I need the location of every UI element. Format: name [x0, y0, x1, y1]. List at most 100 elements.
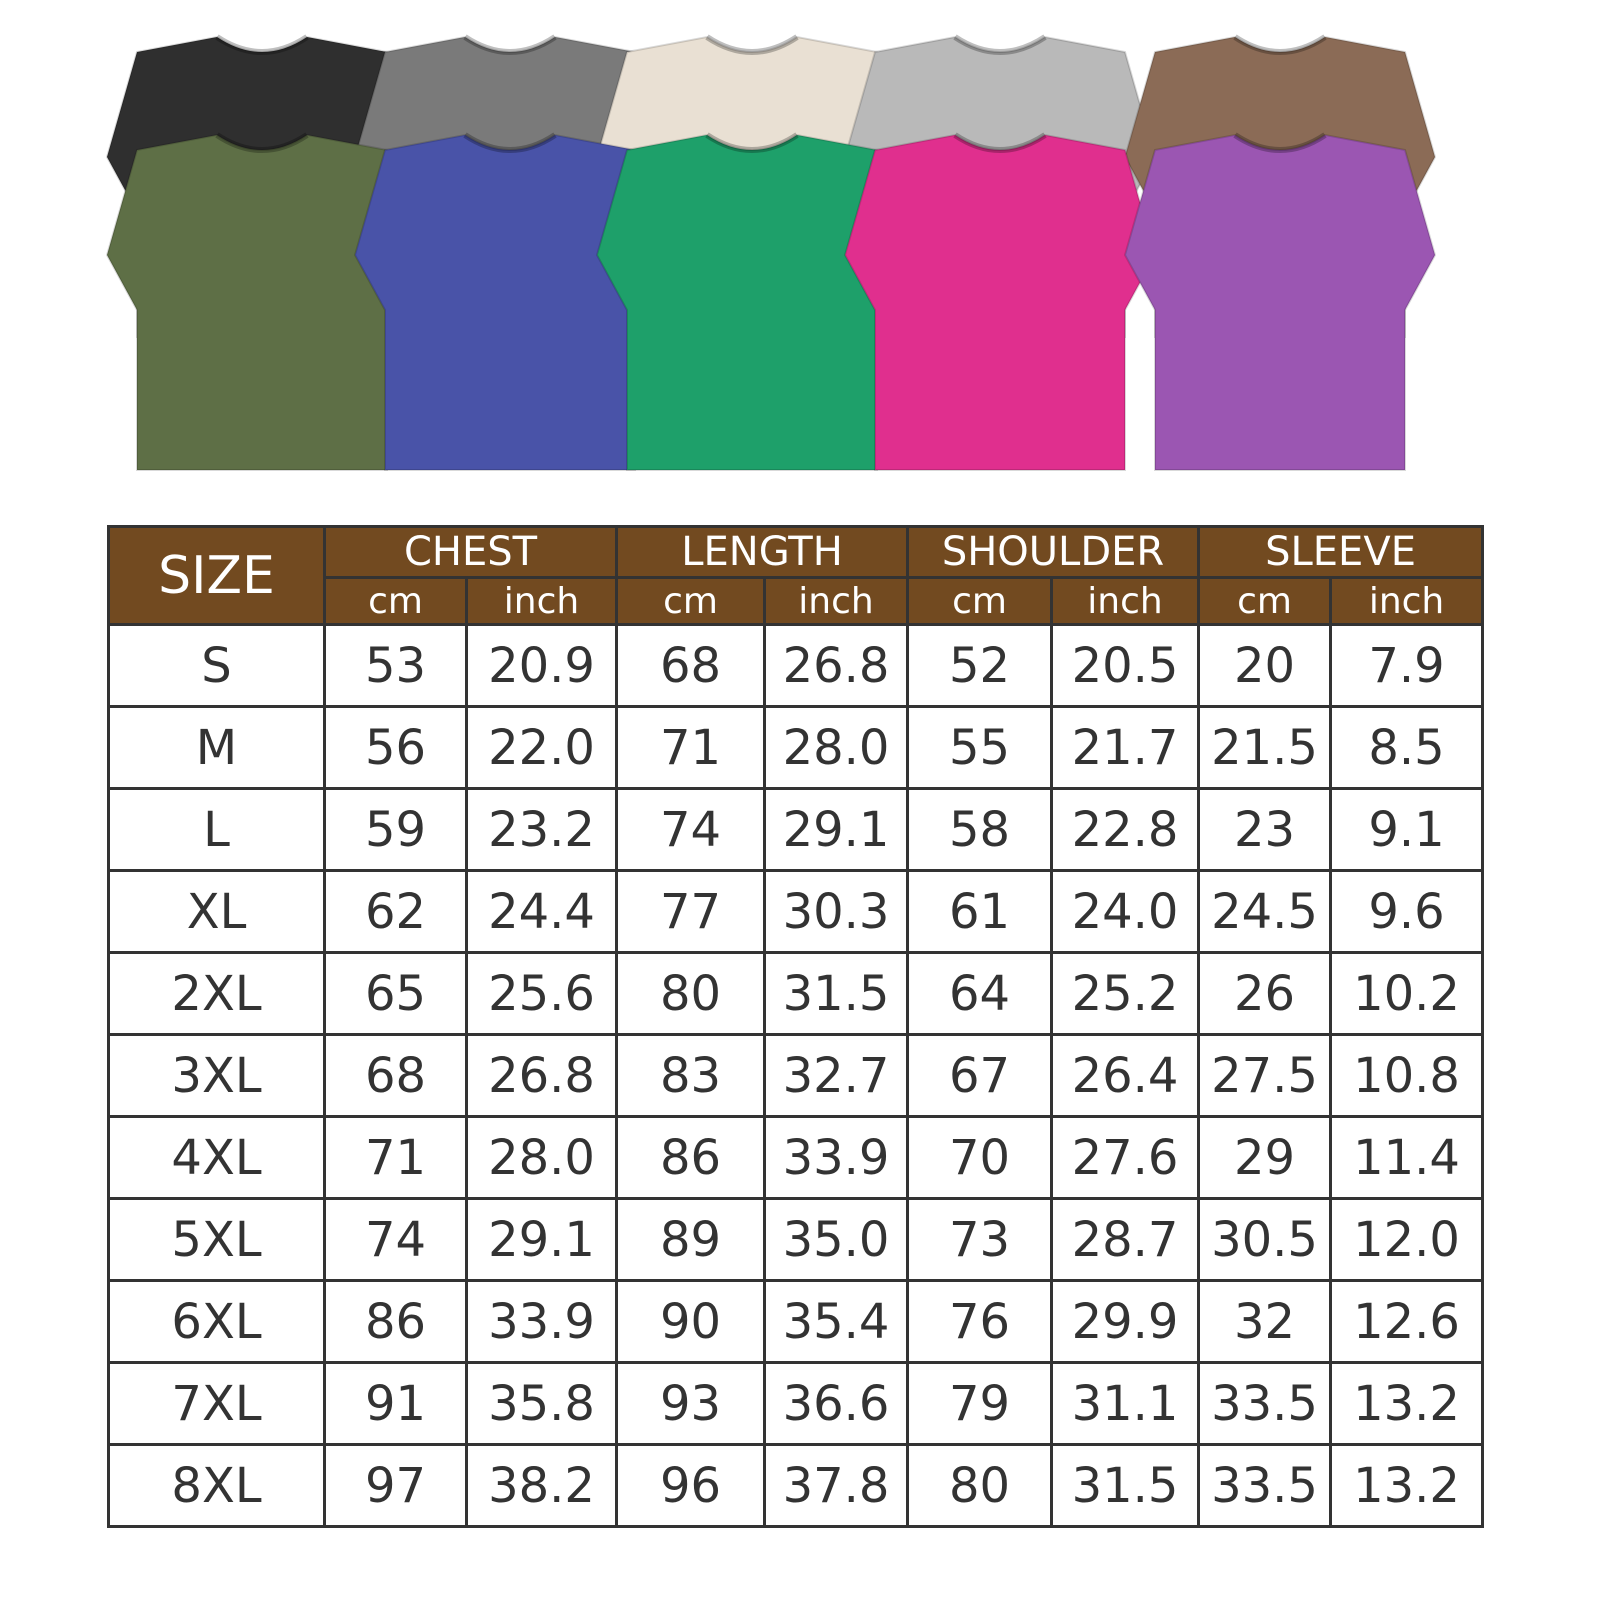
measurement-cell: 56 — [323, 705, 468, 790]
measurement-cell: 7.9 — [1329, 623, 1485, 708]
size-cell: 3XL — [107, 1033, 326, 1118]
measurement-cell: 9.6 — [1329, 869, 1485, 954]
table-row: 7XL 91 35.8 93 36.6 79 31.1 33.5 13.2 — [107, 1361, 1485, 1446]
measurement-cell: 83 — [615, 1033, 767, 1118]
measurement-cell: 65 — [323, 951, 468, 1036]
measurement-cell: 28.0 — [763, 705, 910, 790]
tshirt-collar — [1233, 34, 1327, 55]
size-cell: 7XL — [107, 1361, 326, 1446]
length-header: LENGTH — [615, 525, 910, 579]
measurement-cell: 29.1 — [464, 1197, 619, 1282]
measurement-cell: 38.2 — [464, 1443, 619, 1528]
size-chart-table: SIZE CHEST LENGTH SHOULDER SLEEVE cm inch… — [107, 525, 1485, 1528]
measurement-cell: 32 — [1197, 1279, 1333, 1364]
measurement-cell: 25.2 — [1050, 951, 1201, 1036]
measurement-cell: 26 — [1197, 951, 1333, 1036]
measurement-cell: 96 — [615, 1443, 767, 1528]
sleeve-header: SLEEVE — [1197, 525, 1485, 579]
measurement-cell: 80 — [906, 1443, 1054, 1528]
measurement-cell: 33.9 — [763, 1115, 910, 1200]
measurement-cell: 80 — [615, 951, 767, 1036]
measurement-cell: 74 — [323, 1197, 468, 1282]
size-header: SIZE — [107, 525, 326, 626]
chest-header: CHEST — [322, 525, 619, 579]
measurement-cell: 74 — [615, 787, 767, 872]
table-row: S 53 20.9 68 26.8 52 20.5 20 7.9 — [107, 623, 1485, 708]
measurement-cell: 36.6 — [763, 1361, 910, 1446]
measurement-cell: 9.1 — [1329, 787, 1485, 872]
measurement-cell: 20.9 — [464, 623, 619, 708]
measurement-cell: 23.2 — [464, 787, 619, 872]
measurement-cell: 55 — [906, 705, 1054, 790]
tshirt-green — [595, 133, 909, 471]
measurement-cell: 35.4 — [763, 1279, 910, 1364]
measurement-cell: 33.5 — [1197, 1361, 1333, 1446]
measurement-cell: 31.5 — [1050, 1443, 1201, 1528]
tshirt-collar — [953, 132, 1047, 153]
measurement-cell: 93 — [615, 1361, 767, 1446]
measurement-cell: 25.6 — [464, 951, 619, 1036]
unit-header: inch — [464, 576, 619, 626]
measurement-cell: 35.8 — [464, 1361, 619, 1446]
measurement-cell: 30.3 — [763, 869, 910, 954]
measurement-cell: 73 — [906, 1197, 1054, 1282]
measurement-cell: 29.9 — [1050, 1279, 1201, 1364]
tshirt-collar — [215, 34, 309, 55]
measurement-cell: 91 — [323, 1361, 468, 1446]
tshirt-purple — [1123, 133, 1437, 471]
size-cell: 8XL — [107, 1443, 326, 1528]
measurement-cell: 22.8 — [1050, 787, 1201, 872]
tshirt-pink — [843, 133, 1157, 471]
measurement-cell: 22.0 — [464, 705, 619, 790]
measurement-cell: 26.8 — [763, 623, 910, 708]
measurement-cell: 68 — [323, 1033, 468, 1118]
measurement-cell: 32.7 — [763, 1033, 910, 1118]
unit-header: cm — [615, 576, 767, 626]
table-row: 8XL 97 38.2 96 37.8 80 31.5 33.5 13.2 — [107, 1443, 1485, 1528]
measurement-cell: 20 — [1197, 623, 1333, 708]
measurement-cell: 26.4 — [1050, 1033, 1201, 1118]
size-cell: M — [107, 705, 326, 790]
measurement-cell: 29.1 — [763, 787, 910, 872]
measurement-cell: 89 — [615, 1197, 767, 1282]
measurement-cell: 70 — [906, 1115, 1054, 1200]
measurement-cell: 71 — [323, 1115, 468, 1200]
measurement-cell: 8.5 — [1329, 705, 1485, 790]
size-cell: 5XL — [107, 1197, 326, 1282]
table-row: M 56 22.0 71 28.0 55 21.7 21.5 8.5 — [107, 705, 1485, 790]
measurement-cell: 62 — [323, 869, 468, 954]
unit-header: inch — [1329, 576, 1485, 626]
tshirt-olive — [105, 133, 419, 471]
size-cell: S — [107, 623, 326, 708]
measurement-cell: 30.5 — [1197, 1197, 1333, 1282]
measurement-cell: 27.6 — [1050, 1115, 1201, 1200]
measurement-cell: 97 — [323, 1443, 468, 1528]
unit-header: inch — [1050, 576, 1201, 626]
size-cell: L — [107, 787, 326, 872]
measurement-cell: 86 — [323, 1279, 468, 1364]
unit-header: cm — [1197, 576, 1333, 626]
table-row: XL 62 24.4 77 30.3 61 24.0 24.5 9.6 — [107, 869, 1485, 954]
measurement-cell: 52 — [906, 623, 1054, 708]
shoulder-header: SHOULDER — [906, 525, 1201, 579]
measurement-cell: 12.0 — [1329, 1197, 1485, 1282]
tshirt-collar — [705, 34, 799, 55]
measurement-cell: 61 — [906, 869, 1054, 954]
measurement-cell: 33.9 — [464, 1279, 619, 1364]
measurement-cell: 23 — [1197, 787, 1333, 872]
size-cell: 2XL — [107, 951, 326, 1036]
tshirt-collar — [705, 132, 799, 153]
measurement-cell: 90 — [615, 1279, 767, 1364]
measurement-cell: 27.5 — [1197, 1033, 1333, 1118]
size-cell: 4XL — [107, 1115, 326, 1200]
measurement-cell: 29 — [1197, 1115, 1333, 1200]
tshirt-blue — [353, 133, 667, 471]
table-row: 4XL 71 28.0 86 33.9 70 27.6 29 11.4 — [107, 1115, 1485, 1200]
measurement-cell: 21.5 — [1197, 705, 1333, 790]
measurement-cell: 10.2 — [1329, 951, 1485, 1036]
measurement-cell: 31.1 — [1050, 1361, 1201, 1446]
measurement-cell: 28.7 — [1050, 1197, 1201, 1282]
measurement-cell: 21.7 — [1050, 705, 1201, 790]
tshirt-collar — [463, 132, 557, 153]
measurement-cell: 76 — [906, 1279, 1054, 1364]
